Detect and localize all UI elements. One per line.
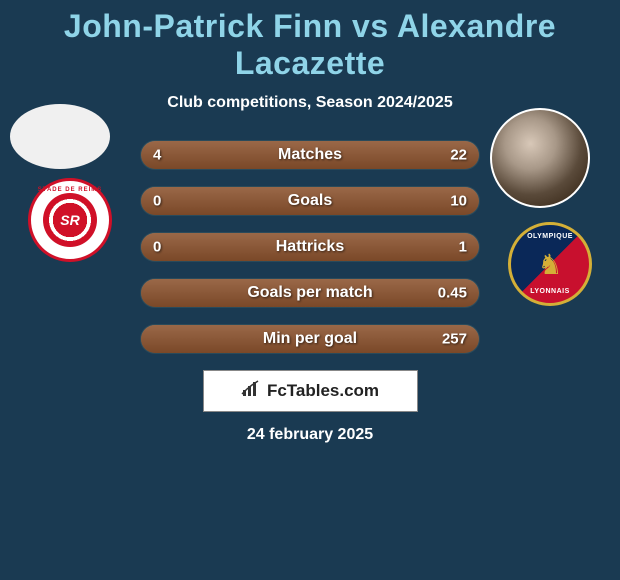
stat-value-right: 257: [442, 331, 467, 348]
stat-label: Matches: [141, 146, 479, 164]
logo-text: FcTables.com: [267, 381, 379, 401]
chart-icon: [241, 380, 261, 403]
stat-label: Hattricks: [141, 238, 479, 256]
stat-value-right: 10: [450, 193, 467, 210]
stat-label: Goals: [141, 192, 479, 210]
stat-bar-goals-per-match: Goals per match0.45: [140, 278, 480, 308]
stat-label: Min per goal: [141, 330, 479, 348]
comparison-title: John-Patrick Finn vs Alexandre Lacazette: [0, 0, 620, 82]
stat-bar-matches: Matches4 22: [140, 140, 480, 170]
stat-value-right: 1: [459, 239, 467, 256]
stat-label: Goals per match: [141, 284, 479, 302]
stat-value-right: 0.45: [438, 285, 467, 302]
stat-value-left: 0: [153, 239, 161, 256]
stats-bars-container: Matches422Goals010Hattricks01Goals per m…: [0, 140, 620, 354]
stat-bar-goals: Goals0 10: [140, 186, 480, 216]
stat-value-left: 0: [153, 193, 161, 210]
snapshot-date: 24 february 2025: [0, 426, 620, 444]
fctables-logo: FcTables.com: [203, 370, 418, 412]
stat-bar-hattricks: Hattricks0 1: [140, 232, 480, 262]
stat-bar-min-per-goal: Min per goal257: [140, 324, 480, 354]
stat-value-right: 22: [450, 147, 467, 164]
stat-value-left: 4: [153, 147, 161, 164]
